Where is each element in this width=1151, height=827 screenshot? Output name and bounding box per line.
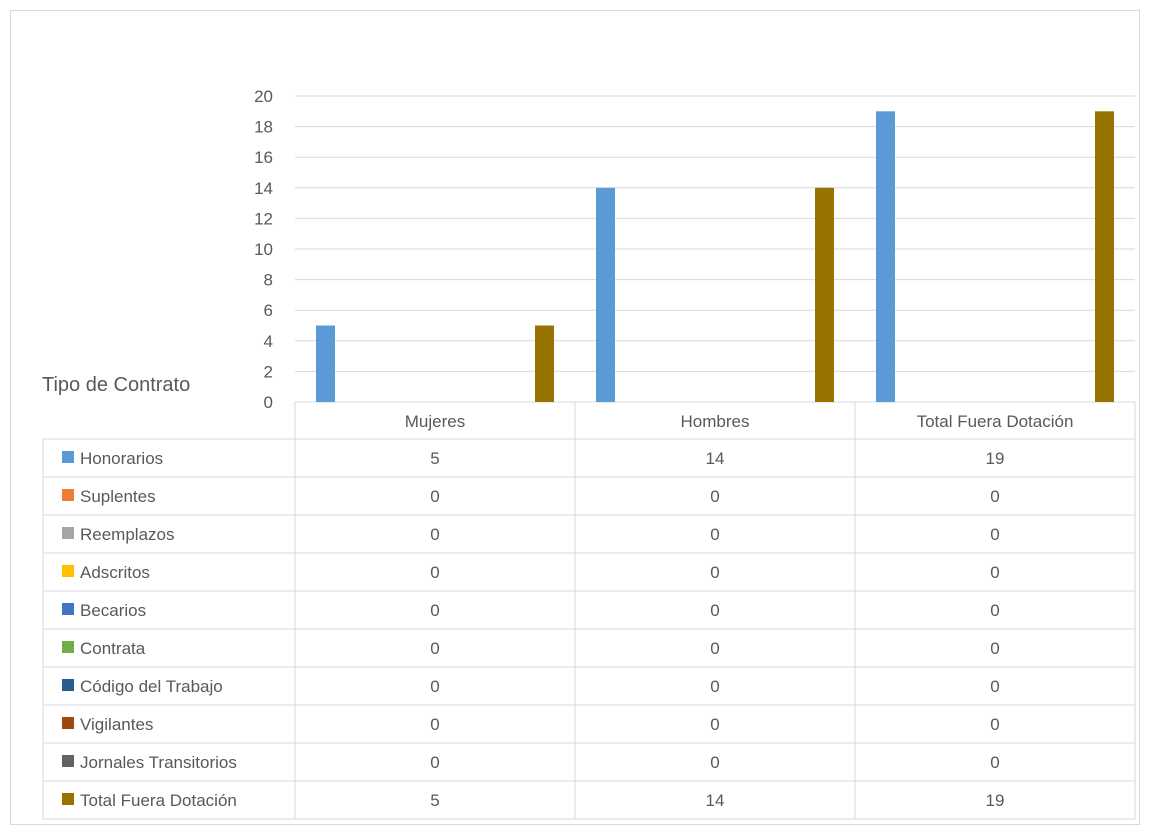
- legend-label: Código del Trabajo: [80, 677, 223, 696]
- data-label: 14: [706, 791, 725, 810]
- legend-key: [62, 717, 74, 729]
- legend-label: Adscritos: [80, 563, 150, 582]
- y-tick-label: 8: [264, 271, 273, 290]
- data-label: 0: [710, 601, 719, 620]
- data-label: 0: [710, 487, 719, 506]
- bar-total-fuera-dotaci-n: [815, 187, 834, 402]
- legend-label: Suplentes: [80, 487, 156, 506]
- data-label: 19: [986, 791, 1005, 810]
- y-tick-label: 6: [264, 301, 273, 320]
- category-label: Total Fuera Dotación: [917, 412, 1074, 431]
- data-label: 0: [990, 639, 999, 658]
- legend-label: Jornales Transitorios: [80, 753, 237, 772]
- data-label: 0: [430, 715, 439, 734]
- legend-key: [62, 603, 74, 615]
- category-label: Mujeres: [405, 412, 465, 431]
- legend-key: [62, 793, 74, 805]
- legend-key: [62, 489, 74, 501]
- legend-key: [62, 641, 74, 653]
- data-label: 0: [430, 677, 439, 696]
- legend-label: Honorarios: [80, 449, 163, 468]
- bar-total-fuera-dotaci-n: [1095, 111, 1114, 403]
- bar-honorarios: [596, 187, 615, 402]
- data-label: 0: [710, 563, 719, 582]
- data-label: 0: [710, 525, 719, 544]
- data-label: 5: [430, 449, 439, 468]
- data-label: 0: [430, 639, 439, 658]
- y-tick-label: 20: [254, 87, 273, 106]
- data-label: 0: [990, 753, 999, 772]
- data-label: 0: [990, 487, 999, 506]
- y-tick-label: 12: [254, 209, 273, 228]
- bar-honorarios: [876, 111, 895, 403]
- legend-label: Reemplazos: [80, 525, 175, 544]
- y-tick-label: 4: [264, 332, 273, 351]
- legend-key: [62, 679, 74, 691]
- category-label: Hombres: [681, 412, 750, 431]
- legend-key: [62, 755, 74, 767]
- bar-honorarios: [316, 325, 335, 402]
- data-label: 0: [990, 601, 999, 620]
- data-label: 0: [430, 601, 439, 620]
- y-tick-label: 2: [264, 362, 273, 381]
- data-label: 0: [430, 753, 439, 772]
- y-tick-label: 14: [254, 179, 273, 198]
- y-tick-label: 16: [254, 148, 273, 167]
- chart-title: Tipo de Contrato: [42, 374, 190, 396]
- y-tick-label: 10: [254, 240, 273, 259]
- y-tick-label: 0: [264, 393, 273, 412]
- legend-label: Contrata: [80, 639, 146, 658]
- data-label: 14: [706, 449, 725, 468]
- data-label: 0: [710, 639, 719, 658]
- data-label: 0: [430, 525, 439, 544]
- bar-total-fuera-dotaci-n: [535, 325, 554, 402]
- legend-label: Vigilantes: [80, 715, 153, 734]
- y-tick-label: 18: [254, 118, 273, 137]
- data-label: 0: [710, 753, 719, 772]
- data-label: 5: [430, 791, 439, 810]
- data-label: 0: [710, 677, 719, 696]
- data-label: 0: [430, 487, 439, 506]
- data-label: 0: [430, 563, 439, 582]
- data-label: 0: [710, 715, 719, 734]
- legend-label: Becarios: [80, 601, 146, 620]
- data-label: 19: [986, 449, 1005, 468]
- data-label: 0: [990, 525, 999, 544]
- data-label: 0: [990, 563, 999, 582]
- legend-label: Total Fuera Dotación: [80, 791, 237, 810]
- data-label: 0: [990, 715, 999, 734]
- legend-key: [62, 451, 74, 463]
- data-label: 0: [990, 677, 999, 696]
- legend-key: [62, 565, 74, 577]
- legend-key: [62, 527, 74, 539]
